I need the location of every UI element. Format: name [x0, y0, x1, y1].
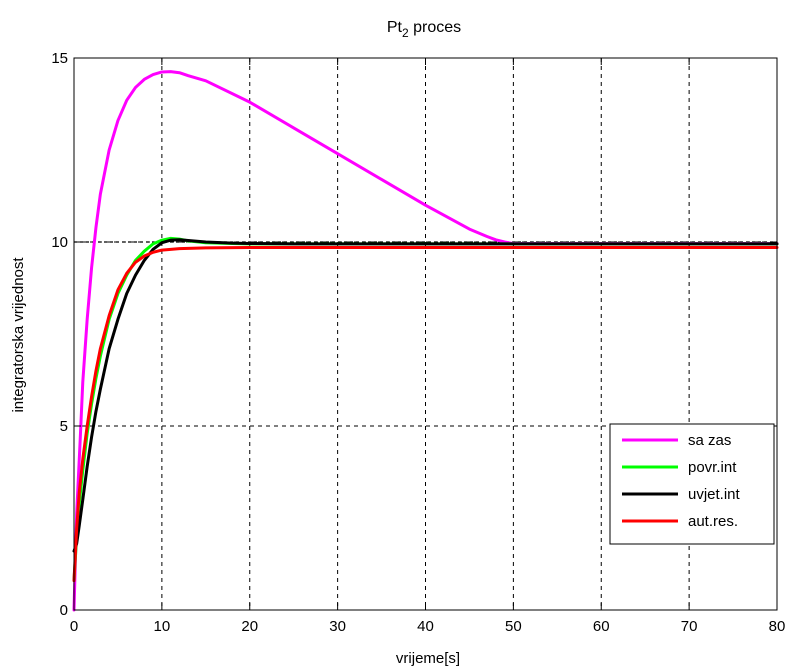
- title-subscript: 2: [402, 26, 409, 40]
- x-tick-label: 0: [70, 618, 78, 635]
- series-line-aut-res: [72, 246, 779, 583]
- legend: sa zas povr.int uvjet.int aut.res.: [609, 423, 775, 545]
- x-tick-label: 70: [681, 618, 698, 635]
- x-tick-label: 50: [505, 618, 522, 635]
- y-axis-label: integratorska vrijednost: [10, 257, 27, 413]
- x-tick-label: 20: [241, 618, 258, 635]
- legend-box: [609, 423, 775, 545]
- title-main: Pt: [387, 19, 403, 36]
- series-lines: [72, 70, 779, 612]
- x-tick-label: 10: [154, 618, 171, 635]
- x-axis-label: vrijeme[s]: [396, 650, 460, 667]
- y-tick-label: 10: [51, 234, 68, 251]
- legend-label-aut-res: aut.res.: [688, 513, 738, 530]
- series-line-uvjet-int: [72, 238, 779, 553]
- x-tick-label: 60: [593, 618, 610, 635]
- legend-label-sa-zas: sa zas: [688, 432, 731, 449]
- x-tick-label: 80: [769, 618, 786, 635]
- x-tick-label: 40: [417, 618, 434, 635]
- y-tick-label: 15: [51, 50, 68, 67]
- chart-title: Pt2 proces: [387, 19, 461, 40]
- legend-label-uvjet-int: uvjet.int: [688, 486, 741, 503]
- legend-label-povr-int: povr.int: [688, 459, 737, 476]
- axis-ticks: 0 10 20 30 40 50 60 70 80 0 5 10 15: [51, 50, 785, 635]
- y-tick-label: 5: [60, 418, 68, 435]
- y-tick-label: 0: [60, 602, 68, 619]
- title-rest: proces: [409, 19, 461, 36]
- x-tick-label: 30: [329, 618, 346, 635]
